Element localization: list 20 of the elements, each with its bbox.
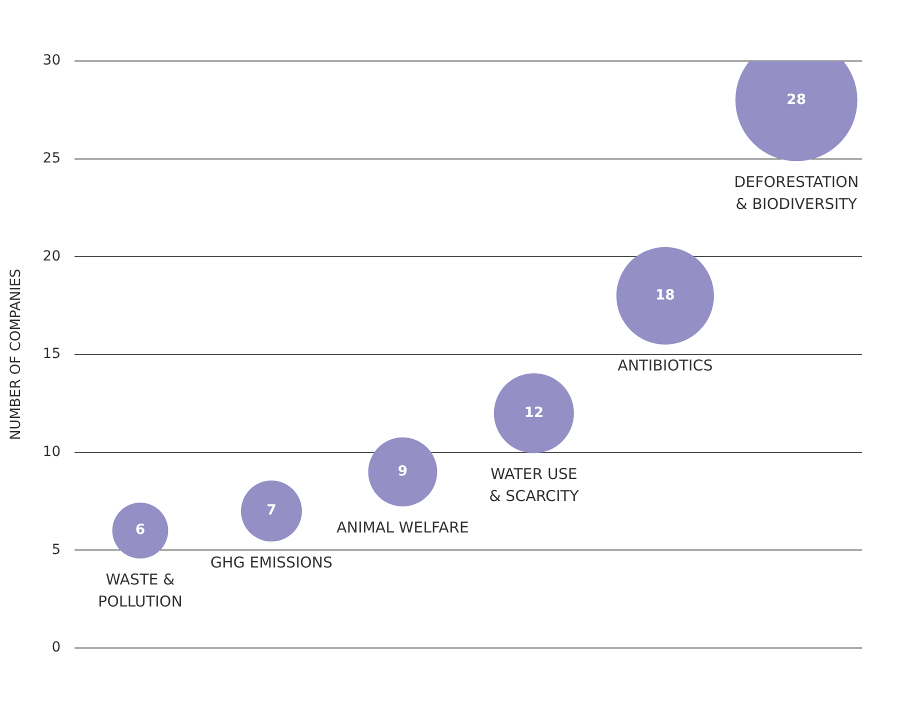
y-tick-label: 0 <box>52 640 61 656</box>
x-tick-label: ANIMAL WELFARE <box>336 518 469 536</box>
y-tick-label: 15 <box>42 346 61 362</box>
x-tick-label: GHG EMISSIONS <box>210 553 333 572</box>
y-tick-label: 25 <box>42 150 61 166</box>
y-tick-label: 20 <box>42 248 61 264</box>
data-label: 9 <box>398 464 408 480</box>
data-label: 7 <box>266 502 276 519</box>
data-label: 18 <box>655 287 675 304</box>
x-tick-label: WASTE & POLLUTION <box>98 570 182 610</box>
y-axis-title: NUMBER OF COMPANIES <box>8 268 24 440</box>
x-tick-label: WATER USE & SCARCITY <box>489 465 580 506</box>
y-tick-label: 5 <box>52 542 61 558</box>
y-tick-label: 30 <box>42 52 61 69</box>
x-tick-label: DEFORESTATION & BIODIVERSITY <box>734 173 859 214</box>
data-label: 6 <box>135 522 146 538</box>
data-label: 12 <box>524 404 544 421</box>
x-tick-label: ANTIBIOTICS <box>618 356 713 374</box>
y-tick-label: 10 <box>42 444 61 460</box>
data-label: 28 <box>786 92 806 108</box>
